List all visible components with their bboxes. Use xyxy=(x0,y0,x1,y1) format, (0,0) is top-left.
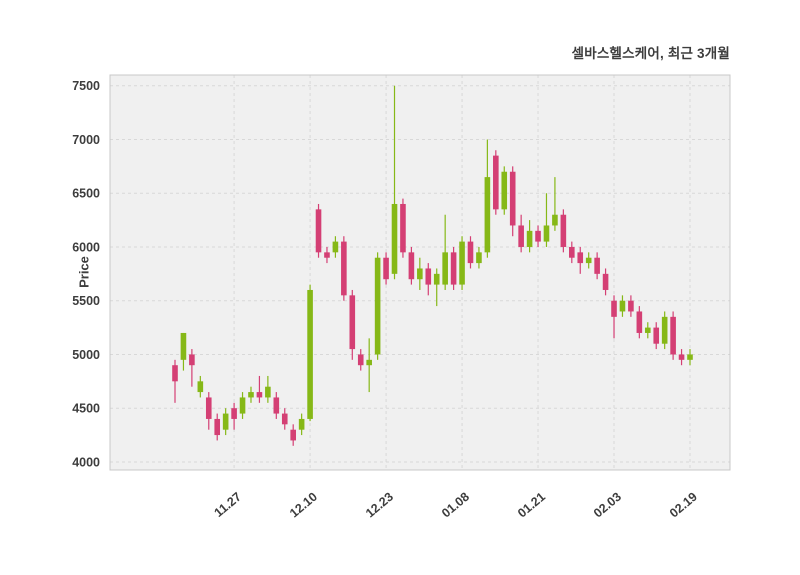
candle-body xyxy=(256,392,263,398)
candle-body xyxy=(315,209,322,253)
y-axis-label: Price xyxy=(76,256,92,288)
candle-body xyxy=(248,392,254,398)
candle-body xyxy=(585,257,592,264)
candle-body xyxy=(383,257,389,280)
candle-body xyxy=(526,230,533,247)
candle-body xyxy=(332,241,339,253)
y-tick-label: 4500 xyxy=(72,402,100,416)
candle-body xyxy=(628,300,634,312)
candle-body xyxy=(197,381,204,393)
candle-body xyxy=(509,171,516,226)
candle-body xyxy=(670,316,676,355)
candle-body xyxy=(205,397,212,419)
candle-body xyxy=(619,300,626,312)
y-tick-label: 4000 xyxy=(72,455,100,469)
candle-body xyxy=(307,289,313,419)
plot-border xyxy=(109,74,731,471)
candle-body xyxy=(417,268,423,280)
candle-body xyxy=(450,252,457,285)
x-tick-label: 12.10 xyxy=(287,490,320,521)
candle-body xyxy=(602,273,609,290)
y-tick-label: 5000 xyxy=(72,348,100,362)
candle-body xyxy=(543,225,550,242)
candle-body xyxy=(189,354,195,366)
candle-body xyxy=(273,397,280,414)
candle-body xyxy=(349,295,356,350)
y-tick-label: 7500 xyxy=(72,79,100,93)
candle-body xyxy=(222,413,229,430)
candle-body xyxy=(265,386,271,398)
candle-body xyxy=(636,311,643,333)
candle-body xyxy=(341,241,347,296)
x-tick-label: 11.27 xyxy=(212,490,244,520)
candle-body xyxy=(653,327,660,344)
candle-body xyxy=(661,316,668,344)
candle-body xyxy=(560,214,567,247)
candle-body xyxy=(400,203,406,253)
x-tick-label: 02.03 xyxy=(591,490,624,521)
candle-body xyxy=(391,203,398,274)
candle-body xyxy=(577,252,584,264)
candle-body xyxy=(408,252,415,280)
x-tick-label: 02.19 xyxy=(667,490,700,521)
x-tick-label: 12.23 xyxy=(363,490,396,521)
x-tick-label: 01.08 xyxy=(439,490,472,521)
candle-body xyxy=(324,252,330,258)
candle-body xyxy=(425,268,432,285)
candle-body xyxy=(467,241,474,264)
candle-body xyxy=(501,171,508,210)
chart-title: 셀바스헬스케어, 최근 3개월 xyxy=(571,46,730,61)
candle-body xyxy=(281,413,288,425)
candle-body xyxy=(644,327,651,333)
candle-body xyxy=(180,332,187,360)
candle-body xyxy=(484,177,491,253)
candle-body xyxy=(518,225,524,247)
y-tick-label: 6500 xyxy=(72,187,100,201)
candle-body xyxy=(357,354,364,366)
candle-body xyxy=(687,354,693,360)
candle-body xyxy=(594,257,600,274)
candle-body xyxy=(493,155,499,210)
candle-body xyxy=(611,300,617,317)
y-tick-label: 7000 xyxy=(72,133,100,147)
x-tick-label: 01.21 xyxy=(515,490,548,521)
candle-body xyxy=(433,273,440,285)
candle-body xyxy=(552,214,558,226)
candle-body xyxy=(298,418,305,430)
candle-body xyxy=(366,359,372,366)
y-tick-label: 6000 xyxy=(72,240,100,254)
candle-body xyxy=(442,252,448,285)
candle-body xyxy=(231,408,237,419)
candle-body xyxy=(476,252,482,264)
candle-body xyxy=(172,365,178,382)
candle-body xyxy=(214,418,221,436)
y-tick-label: 5500 xyxy=(72,294,100,308)
candle-body xyxy=(459,241,465,285)
candle-body xyxy=(678,354,685,360)
candle-body xyxy=(374,257,381,355)
candle-body xyxy=(239,397,246,414)
candle-body xyxy=(569,246,575,258)
candle-body xyxy=(535,230,541,242)
candle-body xyxy=(290,429,296,441)
